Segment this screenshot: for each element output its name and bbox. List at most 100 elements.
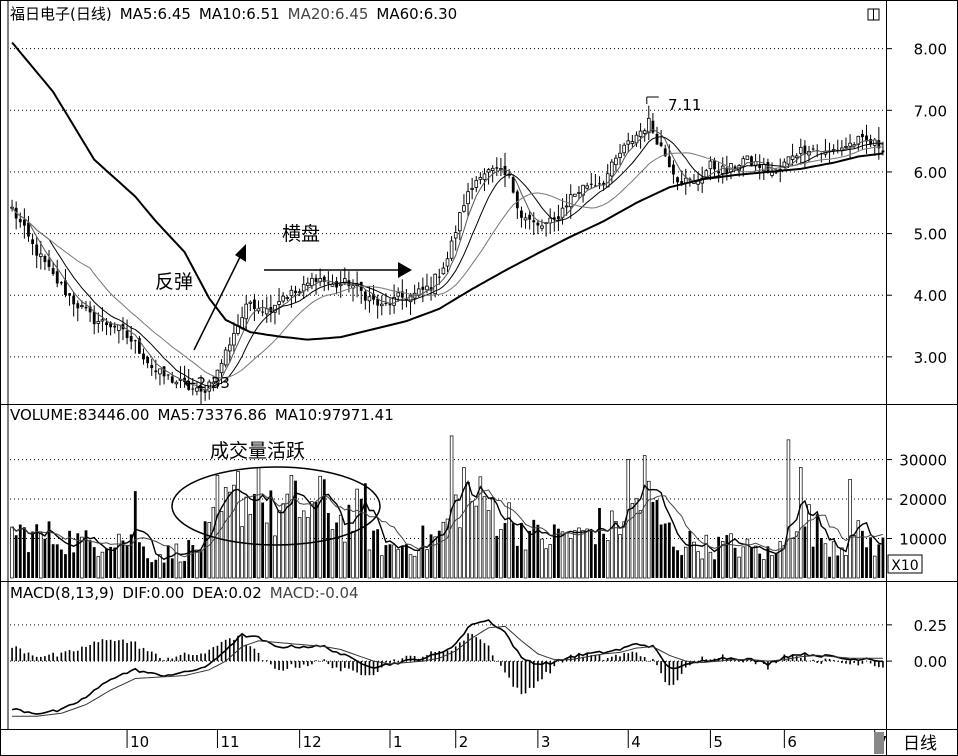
volume-bar-up: [219, 511, 224, 579]
volume-bar-down: [359, 498, 363, 578]
volume-bar-down: [150, 562, 154, 578]
candle-body-up: [630, 141, 635, 144]
volume-bar-down: [64, 554, 67, 578]
volume-bar-up: [174, 543, 179, 579]
candle-body-up: [564, 205, 569, 208]
annotation-rebound: 反弹: [155, 271, 193, 293]
candle-body-up: [856, 135, 861, 145]
macd-dea-line: [12, 625, 883, 717]
candle-body-down: [651, 120, 655, 133]
candle-body-up: [379, 303, 384, 307]
volume-bar-down: [877, 544, 881, 578]
candle-body-down: [495, 167, 499, 169]
candle-body-up: [708, 160, 713, 170]
time-tick-label: 1: [393, 733, 403, 751]
candle-body-down: [253, 299, 256, 309]
candle-body-down: [758, 164, 762, 168]
volume-bar-down: [335, 522, 338, 578]
volume-bar-down: [322, 479, 326, 578]
candle-body-down: [515, 191, 519, 209]
volume-bar-down: [593, 544, 597, 578]
candle-body-up: [396, 292, 401, 297]
candle-body-up: [158, 368, 162, 375]
volume-bar-up: [753, 545, 758, 579]
volume-bar-down: [109, 546, 113, 578]
candle-body-down: [76, 303, 80, 309]
candle-body-down: [557, 216, 560, 220]
volume-bar-down: [347, 504, 351, 578]
volume-bar-up: [741, 546, 746, 579]
volume-bar-up: [412, 555, 417, 579]
volume-bar-down: [363, 483, 367, 578]
candle-body-down: [88, 306, 92, 313]
candle-body-down: [528, 214, 532, 220]
volume-bar-down: [121, 540, 125, 578]
stock-title: 福日电子(日线): [10, 5, 112, 23]
volume-bar-down: [22, 527, 26, 578]
candle-body-down: [22, 219, 26, 226]
candle-body-up: [696, 180, 700, 185]
volume-bar-up: [737, 556, 741, 579]
volume-bar-down: [421, 525, 425, 578]
candle-body-down: [865, 135, 868, 142]
volume-bar-down: [429, 534, 433, 578]
volume-bar-up: [306, 517, 310, 579]
candle-body-down: [142, 353, 145, 360]
volume-bar-up: [548, 544, 552, 579]
time-tick-label: 6: [787, 733, 797, 751]
volume-bar-up: [211, 506, 216, 579]
candle-body-down: [869, 139, 873, 145]
volume-bar-up: [380, 555, 384, 579]
volume-bar-up: [264, 522, 269, 579]
volume-bar-down: [105, 548, 108, 578]
volume-bar-up: [560, 531, 565, 579]
candle-body-down: [191, 388, 195, 390]
candle-body-down: [154, 370, 158, 373]
candle-body-up: [445, 258, 450, 267]
candle-body-up: [441, 267, 446, 275]
volume-bar-up: [355, 488, 359, 579]
active-volume-ellipse: [171, 466, 381, 546]
macd-macd: MACD:-0.04: [269, 584, 359, 602]
candle-body-up: [264, 308, 269, 315]
candle-body-down: [125, 330, 129, 339]
candle-body-up: [306, 282, 310, 286]
volume-bar-up: [478, 476, 483, 579]
volume-bar-down: [437, 530, 441, 578]
candle-body-down: [203, 389, 207, 393]
macd-title: MACD(8,13,9): [10, 584, 115, 602]
volume-ma10: MA10:97971.41: [274, 406, 394, 424]
candle-body-down: [64, 280, 67, 295]
volume-bar-up: [848, 478, 852, 579]
candle-body-up: [219, 362, 224, 374]
candle-body-down: [35, 244, 39, 256]
annotation-sideways: 横盘: [282, 223, 320, 245]
volume-bar-up: [453, 494, 458, 579]
volume-bar-up: [782, 545, 787, 579]
candle-body-down: [376, 298, 380, 306]
candle-body-down: [84, 306, 88, 309]
volume-bar-up: [840, 547, 844, 579]
volume-bar-down: [191, 545, 195, 578]
candle-body-down: [314, 277, 318, 283]
volume-bar-up: [642, 455, 647, 579]
volume-bar-up: [684, 546, 688, 579]
macd-dea: DEA:0.02: [192, 584, 262, 602]
candle-body-up: [211, 381, 216, 385]
volume-bar-down: [68, 530, 71, 578]
candle-body-down: [150, 365, 154, 369]
volume-bar-up: [470, 500, 474, 579]
volume-bar-up: [647, 480, 651, 579]
volume-bar-down: [43, 538, 47, 578]
volume-bar-down: [672, 546, 675, 578]
macd-tick-label: 0.25: [914, 617, 947, 635]
candle-body-up: [745, 155, 750, 160]
candle-body-down: [72, 295, 76, 305]
volume-bar-up: [80, 536, 84, 579]
volume-bar-down: [59, 549, 63, 578]
volume-bar-down: [14, 535, 18, 578]
volume-bar-up: [581, 530, 585, 579]
volume-bar-down: [27, 552, 30, 578]
volume-bar-down: [869, 537, 873, 578]
volume-bar-up: [392, 544, 396, 579]
